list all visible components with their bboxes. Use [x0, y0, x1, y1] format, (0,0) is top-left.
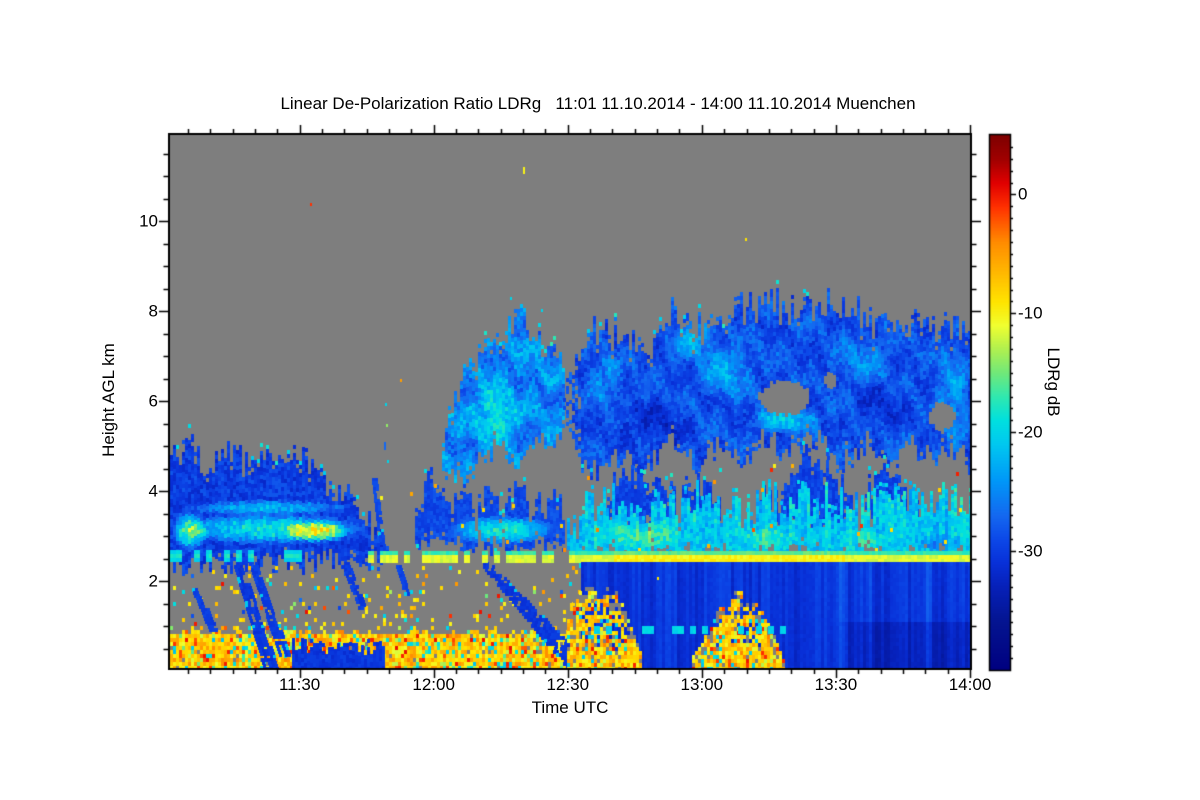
y-tick-label: 4	[148, 481, 158, 501]
y-tick-label: 8	[148, 301, 158, 321]
colorbar-tick-label: -30	[1018, 541, 1043, 561]
x-tick-label: 13:00	[680, 675, 724, 694]
x-tick-label: 12:00	[412, 675, 455, 694]
y-tick-label: 2	[148, 571, 158, 591]
y-tick-label: 10	[139, 211, 158, 231]
colorbar-tick-label: 0	[1018, 184, 1028, 204]
x-tick-label: 13:30	[814, 675, 858, 694]
colorbar-label: LDRg dB	[1044, 347, 1063, 417]
colorbar-tick-label: -10	[1018, 303, 1043, 323]
x-tick-label: 14:00	[948, 675, 992, 694]
x-tick-label: 11:30	[278, 675, 321, 694]
chart-title: Linear De-Polarization Ratio LDRg 11:01 …	[280, 94, 916, 113]
x-axis-label: Time UTC	[531, 698, 609, 717]
y-tick-label: 6	[148, 391, 158, 411]
colorbar-tick-label: -20	[1018, 422, 1043, 442]
x-tick-label: 12:30	[546, 675, 590, 694]
